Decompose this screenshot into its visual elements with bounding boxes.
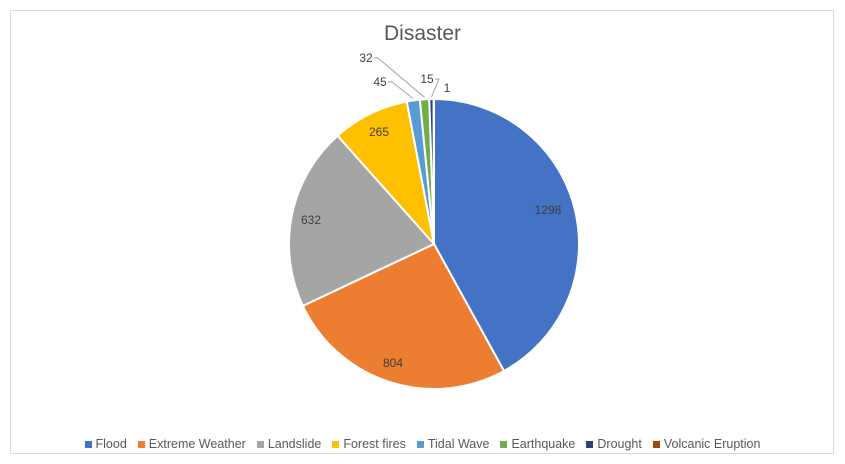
legend-swatch <box>137 440 145 448</box>
data-label-extreme-weather: 804 <box>383 356 403 370</box>
legend-swatch <box>586 440 594 448</box>
legend-swatch <box>416 440 424 448</box>
leader-line <box>374 57 425 98</box>
legend-swatch <box>332 440 340 448</box>
pie-slice-extreme-weather <box>301 242 506 390</box>
legend-label: Forest fires <box>343 437 406 451</box>
legend-label: Volcanic Eruption <box>663 437 761 451</box>
data-label-drought: 15 <box>420 72 434 86</box>
legend-label: Landslide <box>267 437 322 451</box>
pie-slice-flood <box>433 97 580 373</box>
legend-swatch <box>256 440 264 448</box>
legend-label: Drought <box>597 437 642 451</box>
legend-item-earthquake: Earthquake <box>500 437 575 451</box>
data-label-flood: 1298 <box>535 203 562 217</box>
legend-item-forest-fires: Forest fires <box>332 437 406 451</box>
legend-item-drought: Drought <box>586 437 642 451</box>
legend-item-flood: Flood <box>84 437 127 451</box>
pie-slice-landslide <box>288 134 436 308</box>
legend-label: Flood <box>95 437 127 451</box>
data-label-earthquake: 32 <box>359 51 373 65</box>
leader-line <box>388 81 414 99</box>
legend-swatch <box>652 440 660 448</box>
legend-item-extreme-weather: Extreme Weather <box>137 437 246 451</box>
data-label-tidal-wave: 45 <box>373 75 387 89</box>
data-label-forest-fires: 265 <box>369 125 389 139</box>
legend-swatch <box>500 440 508 448</box>
data-label-volcanic-eruption: 1 <box>444 81 451 95</box>
legend-swatch <box>84 440 92 448</box>
chart-title: Disaster <box>383 22 462 45</box>
data-label-landslide: 632 <box>301 213 321 227</box>
leader-line <box>430 78 440 98</box>
legend: Flood Extreme Weather Landslide Forest fire… <box>0 437 845 451</box>
legend-item-volcanic-eruption: Volcanic Eruption <box>652 437 761 451</box>
legend-label: Tidal Wave <box>427 437 490 451</box>
legend-label: Earthquake <box>511 437 576 451</box>
legend-item-landslide: Landslide <box>256 437 322 451</box>
legend-item-tidal-wave: Tidal Wave <box>416 437 490 451</box>
legend-label: Extreme Weather <box>148 437 246 451</box>
